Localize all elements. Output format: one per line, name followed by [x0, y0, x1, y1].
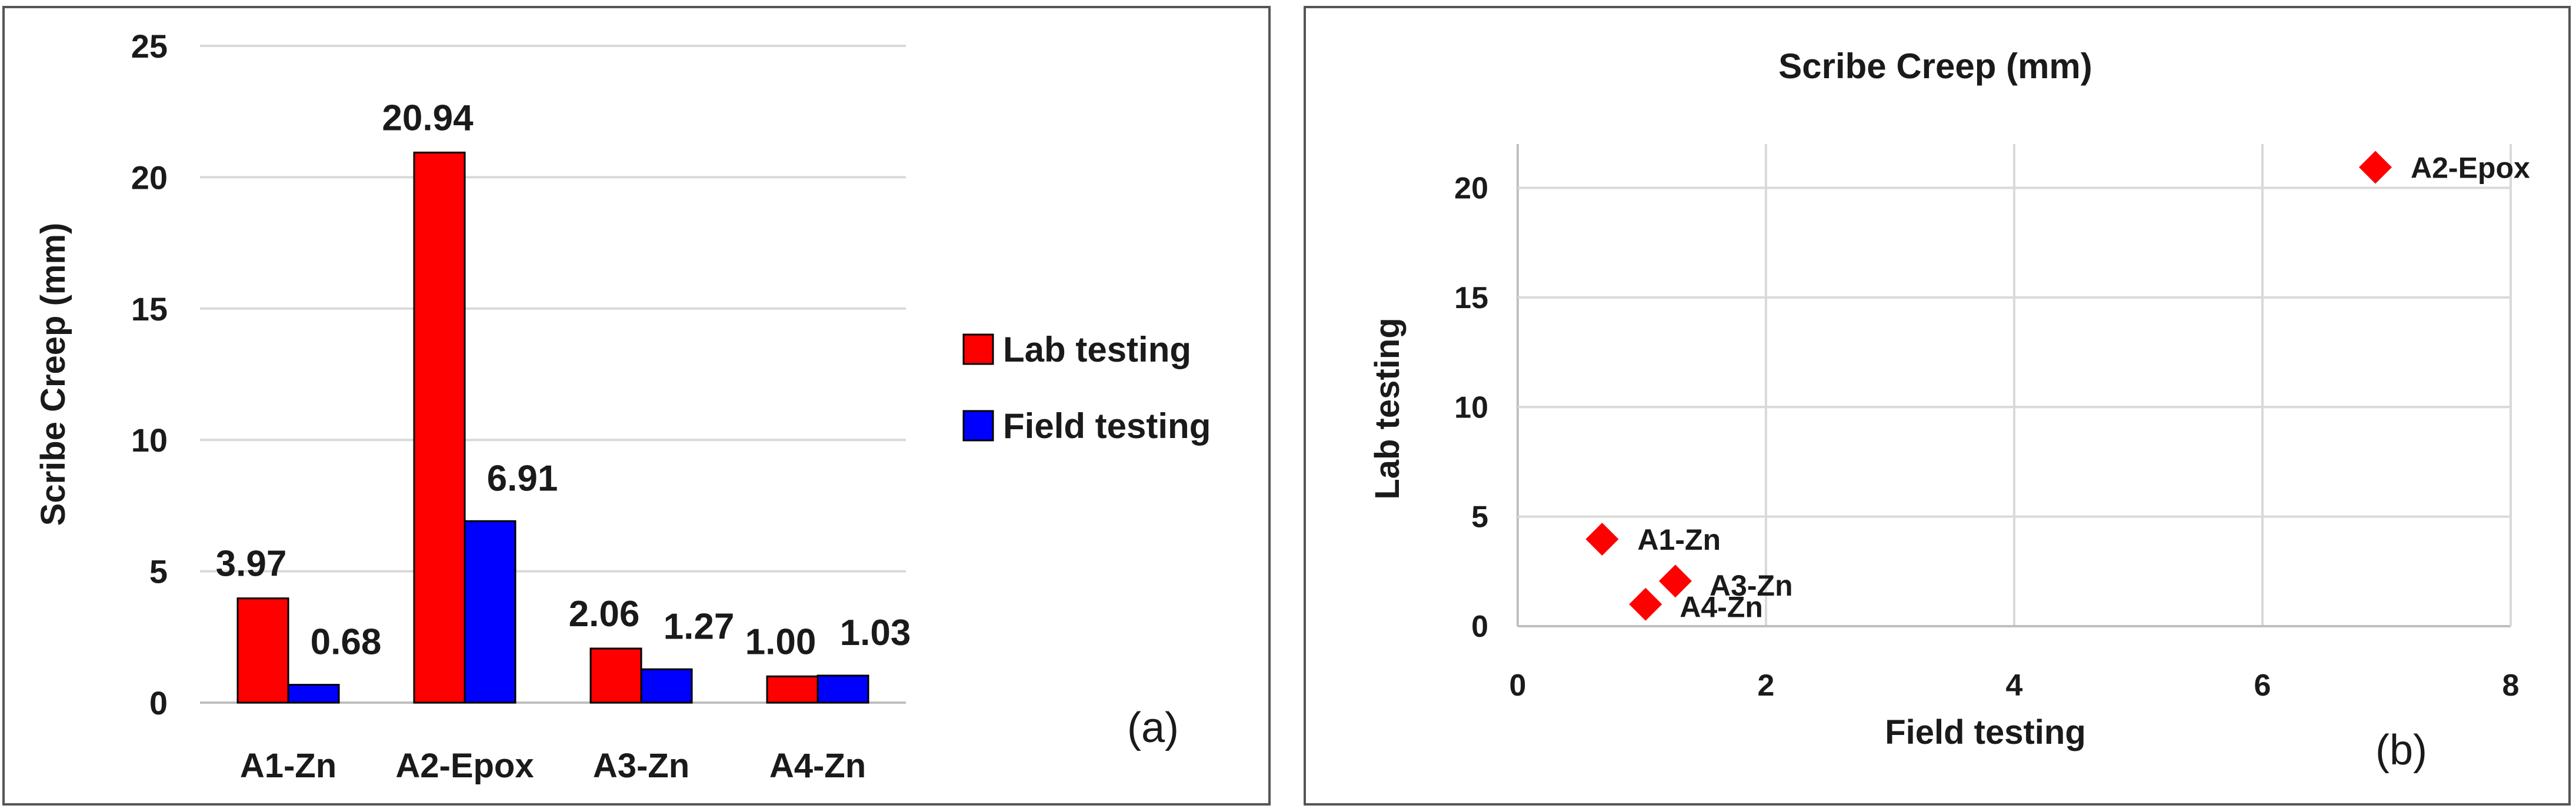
scatter-point [2359, 151, 2392, 184]
bar-data-label: 3.97 [216, 544, 287, 584]
bar-lab [236, 597, 289, 704]
x-tick-label: A3-Zn [593, 747, 689, 785]
bar-field [464, 520, 516, 704]
x-tick-label: A1-Zn [240, 747, 336, 785]
legend-swatch [962, 333, 994, 365]
panel-label: (a) [1127, 704, 1179, 751]
x-tick-label: 0 [1509, 669, 1527, 703]
x-tick-label: A4-Zn [769, 747, 866, 785]
bar-chart-panel: 0 5 10 15 20 25 Scribe Creep (mm) 3.97 0.68 A1-Zn… [34, 28, 1211, 785]
y-tick-label: 10 [1454, 390, 1488, 425]
bar-data-label: 20.94 [382, 98, 474, 138]
y-tick-label: 20 [1454, 172, 1488, 206]
bar-field [640, 668, 693, 704]
x-tick-label: 4 [2006, 669, 2023, 703]
legend-swatch [962, 410, 994, 442]
scatter-point [1658, 564, 1692, 598]
point-label: A3-Zn [1709, 569, 1793, 602]
x-axis-title: Field testing [1885, 713, 2086, 751]
y-tick-label: 5 [1471, 500, 1488, 534]
chart-title: Scribe Creep (mm) [1778, 46, 2092, 86]
y-tick-label: 5 [149, 553, 168, 590]
scatter-point [1629, 587, 1662, 621]
bar-data-label: 1.03 [840, 613, 911, 653]
point-label: A2-Epox [2411, 152, 2530, 185]
x-tick-label: 6 [2254, 669, 2271, 703]
y-tick-label: 0 [149, 684, 168, 721]
x-tick-label: 8 [2502, 669, 2520, 703]
bar-lab [766, 675, 819, 704]
y-tick-label: 15 [131, 290, 168, 328]
y-tick-label: 20 [131, 159, 168, 196]
panel-b-frame [1304, 6, 2571, 806]
point-label: A4-Zn [1679, 591, 1763, 624]
legend-label: Field testing [1003, 406, 1211, 446]
bar-lab [413, 151, 466, 704]
x-tick-label: 2 [1758, 669, 1775, 703]
panel-label: (b) [2375, 727, 2427, 774]
point-label: A1-Zn [1637, 523, 1721, 556]
x-tick-label: A2-Epox [395, 747, 534, 785]
legend-label: Lab testing [1003, 330, 1191, 369]
y-tick-label: 0 [1471, 610, 1488, 644]
bar-data-label: 0.68 [311, 622, 382, 663]
bar-field [287, 684, 340, 704]
y-axis-title: Scribe Creep (mm) [34, 223, 72, 526]
bar-data-label: 2.06 [569, 594, 640, 634]
y-axis-title: Lab testing [1368, 318, 1407, 499]
bar-data-label: 1.00 [745, 621, 817, 662]
bar-lab [589, 647, 642, 704]
y-tick-label: 25 [131, 28, 168, 65]
bar-data-label: 1.27 [664, 606, 735, 647]
y-tick-label: 10 [131, 422, 168, 459]
scatter-point [1585, 523, 1619, 556]
y-tick-label: 15 [1454, 281, 1488, 315]
bar-field [817, 674, 869, 704]
scatter-chart-panel: 0 2 4 6 8 0 5 10 15 20 Scribe Creep (mm) Field test… [1368, 46, 2530, 774]
bar-data-label: 6.91 [487, 458, 558, 499]
